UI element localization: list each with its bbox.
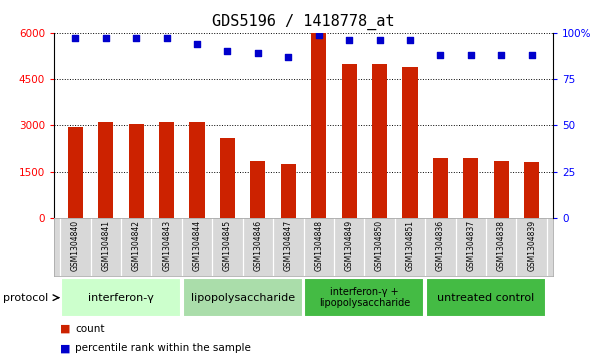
Point [527, 52, 537, 58]
Bar [61, 278, 181, 317]
Text: GSM1304845: GSM1304845 [223, 220, 232, 271]
Bar [311, 33, 326, 218]
Point [101, 35, 111, 41]
Point [253, 50, 263, 56]
Bar [463, 158, 478, 218]
Point [70, 35, 80, 41]
Point [466, 52, 475, 58]
Text: GSM1304846: GSM1304846 [254, 220, 263, 271]
Text: GSM1304847: GSM1304847 [284, 220, 293, 271]
Point [132, 35, 141, 41]
Text: protocol: protocol [3, 293, 48, 303]
Point [496, 52, 506, 58]
Point [405, 37, 415, 43]
Bar [524, 162, 539, 218]
Point [162, 35, 171, 41]
Text: GSM1304848: GSM1304848 [314, 220, 323, 270]
Point [375, 37, 385, 43]
Text: GSM1304844: GSM1304844 [192, 220, 201, 271]
Bar [159, 122, 174, 218]
Bar [250, 161, 266, 218]
Text: GSM1304841: GSM1304841 [102, 220, 111, 270]
Bar [426, 278, 546, 317]
Text: GSM1304851: GSM1304851 [406, 220, 415, 270]
Text: untreated control: untreated control [438, 293, 535, 303]
Bar [98, 122, 114, 218]
Bar [68, 127, 83, 218]
Bar [281, 164, 296, 218]
Bar [129, 124, 144, 218]
Bar [189, 122, 205, 218]
Point [314, 32, 323, 37]
Text: GSM1304843: GSM1304843 [162, 220, 171, 271]
Text: GSM1304850: GSM1304850 [375, 220, 384, 271]
Text: GSM1304849: GSM1304849 [344, 220, 353, 271]
Bar [220, 138, 235, 218]
Text: GSM1304836: GSM1304836 [436, 220, 445, 271]
Text: count: count [75, 323, 105, 334]
Bar [493, 161, 509, 218]
Text: lipopolysaccharide: lipopolysaccharide [191, 293, 294, 303]
Text: GSM1304842: GSM1304842 [132, 220, 141, 270]
Bar [341, 64, 357, 218]
Bar [402, 67, 418, 218]
Point [192, 41, 202, 47]
Bar [372, 64, 387, 218]
Text: percentile rank within the sample: percentile rank within the sample [75, 343, 251, 354]
Text: GSM1304838: GSM1304838 [496, 220, 505, 270]
Text: GSM1304839: GSM1304839 [527, 220, 536, 271]
Text: interferon-γ +
lipopolysaccharide: interferon-γ + lipopolysaccharide [319, 287, 410, 309]
Text: GSM1304837: GSM1304837 [466, 220, 475, 271]
Point [436, 52, 445, 58]
Text: interferon-γ: interferon-γ [88, 293, 154, 303]
Text: GSM1304840: GSM1304840 [71, 220, 80, 271]
Bar [305, 278, 424, 317]
Point [284, 54, 293, 60]
Text: ■: ■ [60, 323, 70, 334]
Bar [433, 158, 448, 218]
Bar [183, 278, 302, 317]
Point [222, 48, 232, 54]
Text: ■: ■ [60, 343, 70, 354]
Title: GDS5196 / 1418778_at: GDS5196 / 1418778_at [212, 14, 395, 30]
Point [344, 37, 354, 43]
